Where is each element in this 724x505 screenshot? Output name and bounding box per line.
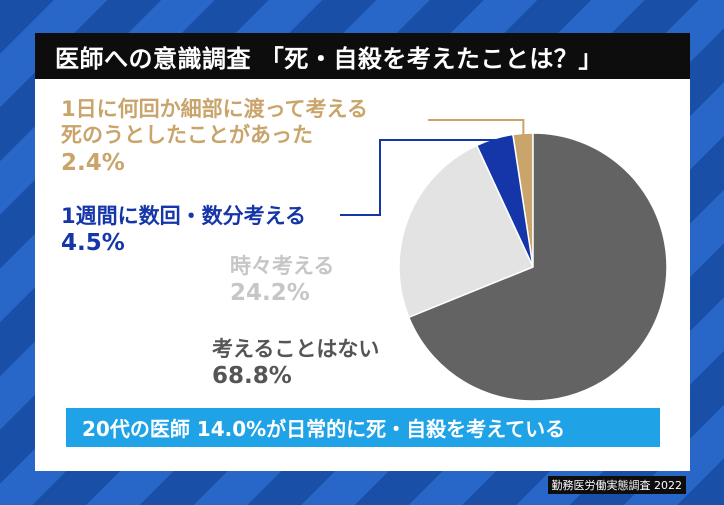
- slice-0-value: 2.4%: [61, 149, 125, 176]
- slice-3-value: 68.8%: [212, 363, 292, 390]
- slice-1-value: 4.5%: [61, 230, 125, 257]
- label-slice-2: 時々考える 24.2%: [230, 253, 334, 308]
- pie-slice-2: [398, 144, 535, 319]
- source-note: 勤務医労働実態調査 2022: [547, 476, 686, 494]
- label-slice-0: 1日に何回か細部に渡って考える 死のうとしたことがあった 2.4%: [61, 96, 368, 177]
- slice-2-label: 時々考える: [230, 254, 335, 278]
- label-slice-3: 考えることはない 68.8%: [212, 336, 379, 391]
- label-slice-1: 1週間に数回・数分考える 4.5%: [61, 203, 306, 258]
- slice-0-label-line-2: 死のうとしたことがあった: [61, 123, 313, 148]
- summary-banner: 20代の医師 14.0%が日常的に死・自殺を考えている: [66, 408, 660, 447]
- slice-0-label-line-1: 1日に何回か細部に渡って考える: [61, 97, 368, 121]
- chart-title: 医師への意識調査 「死・自殺を考えたことは？」: [35, 33, 690, 79]
- pie-slice-3: [407, 132, 668, 402]
- leader-line-0: [428, 119, 525, 140]
- leader-line-1: [340, 139, 498, 216]
- slice-1-label: 1週間に数回・数分考える: [61, 204, 306, 228]
- slice-2-value: 24.2%: [230, 280, 310, 307]
- slice-3-label: 考えることはない: [212, 337, 380, 361]
